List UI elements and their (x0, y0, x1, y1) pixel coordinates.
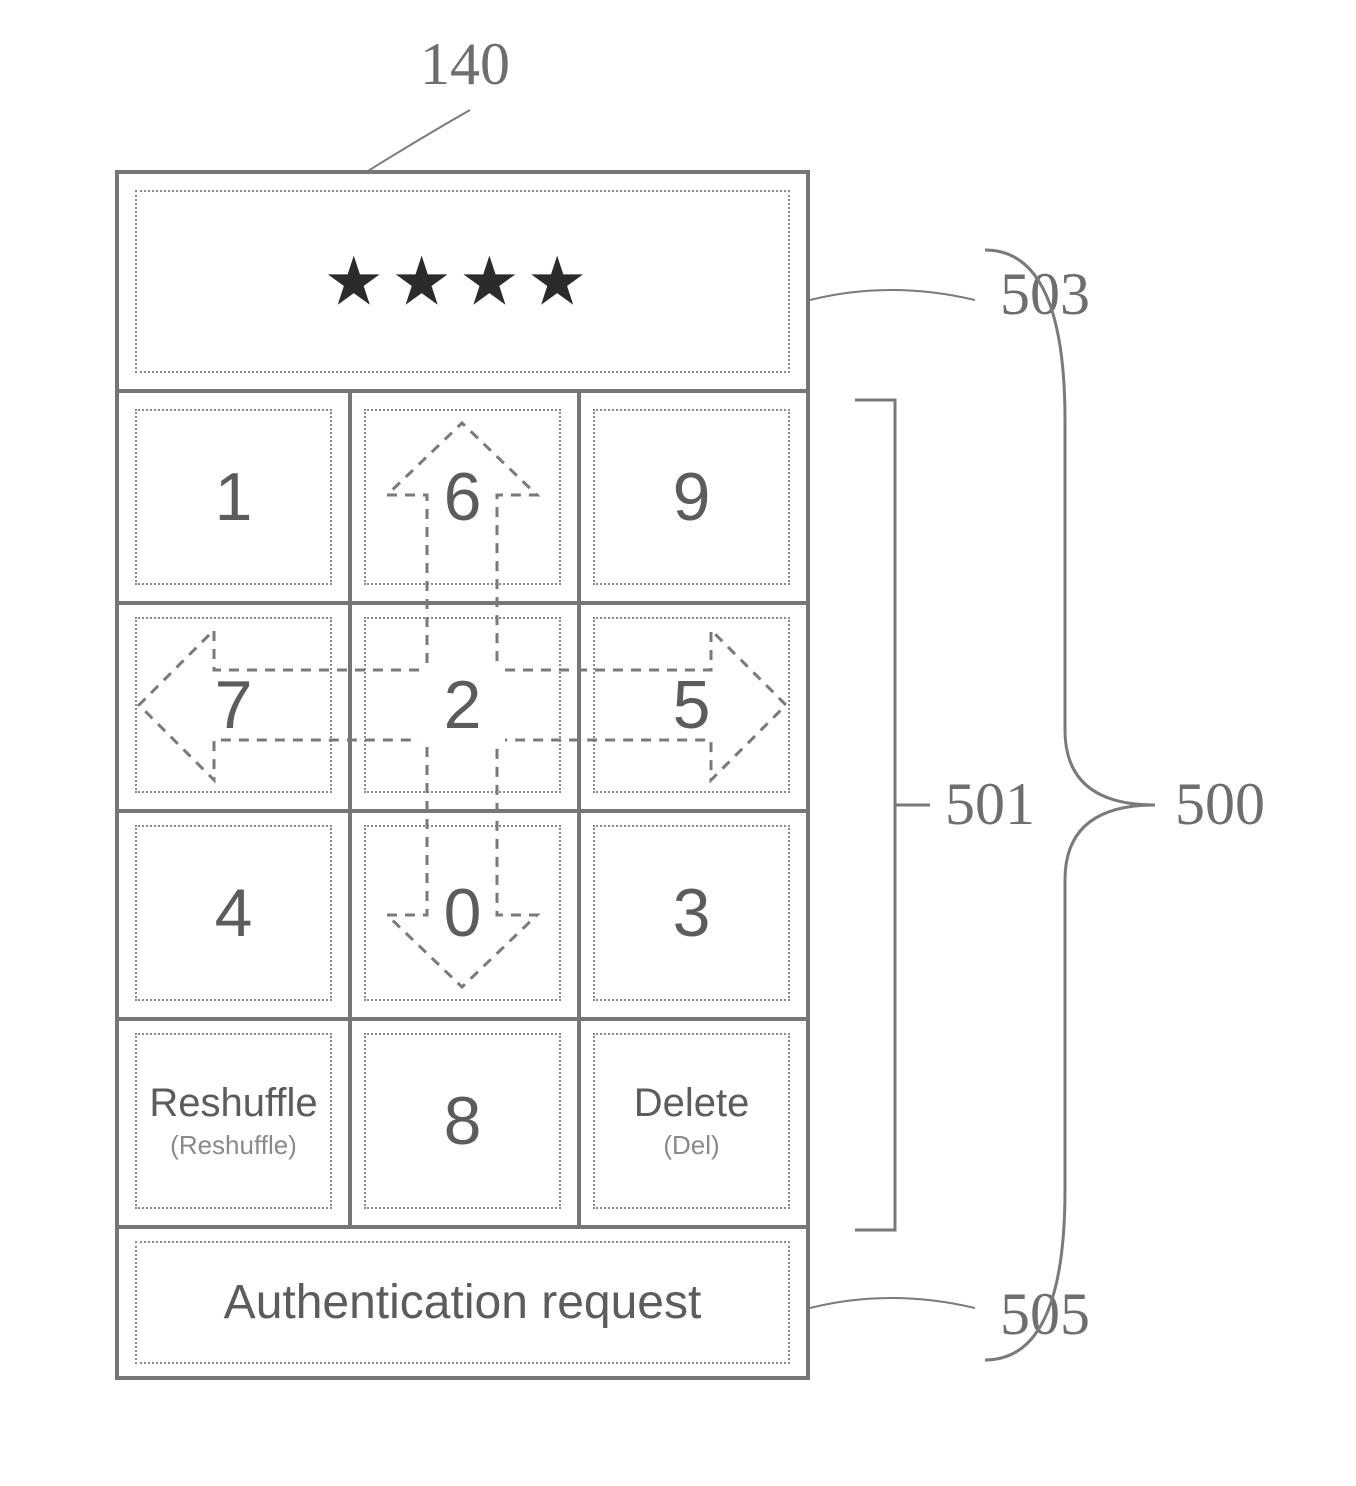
ref-label-500: 500 (1175, 770, 1265, 839)
figure-canvas: 140 ★★★★ 1 6 9 7 (0, 0, 1356, 1486)
brace-500 (0, 0, 1356, 1486)
